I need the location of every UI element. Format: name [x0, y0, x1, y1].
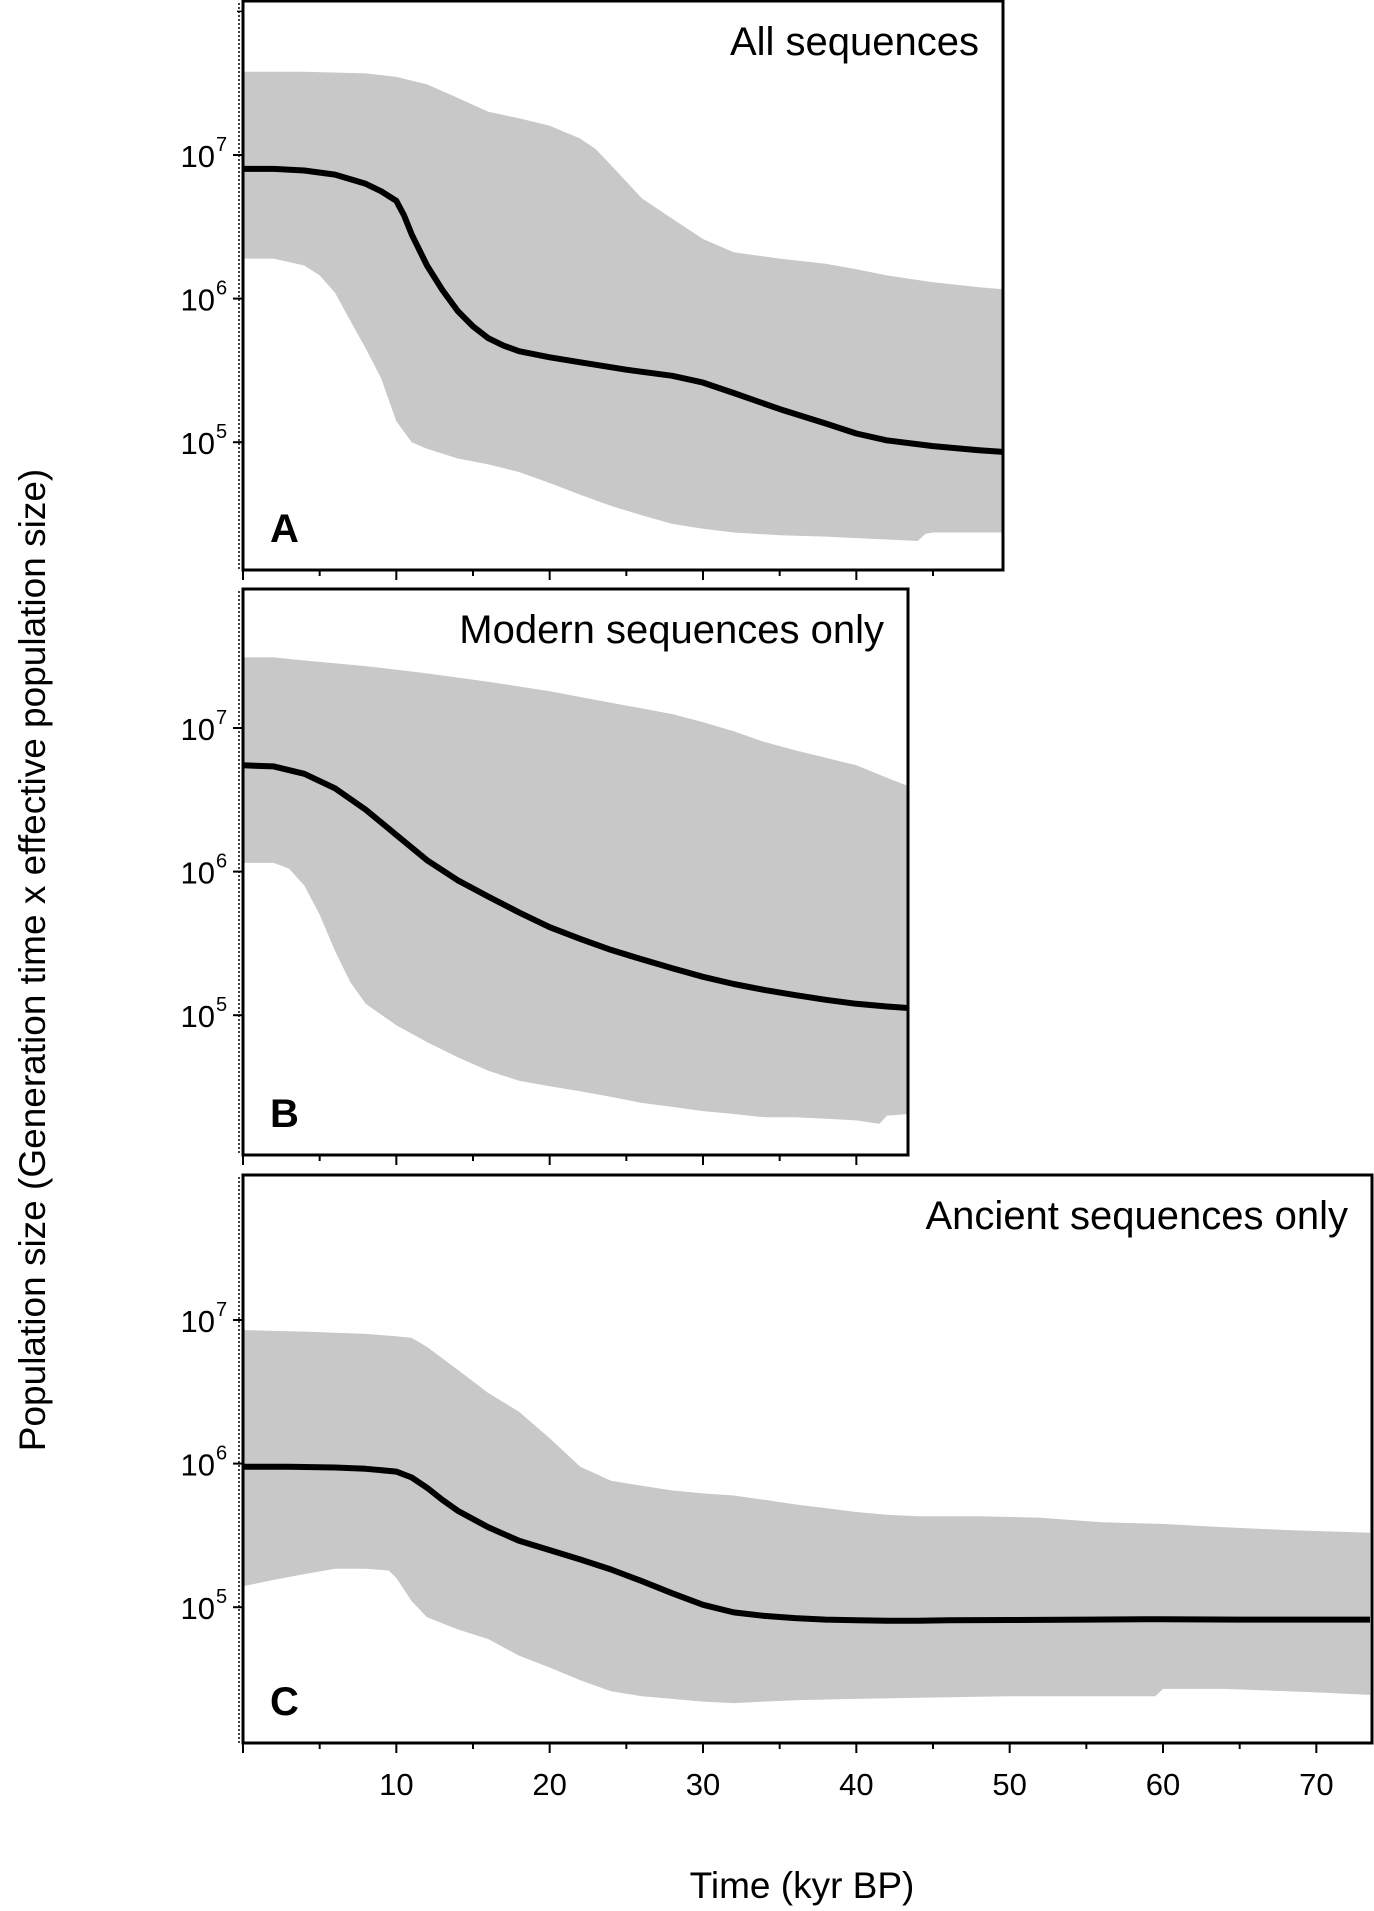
panel-letter: C [270, 1680, 299, 1724]
y-tick-label: 10 [181, 1448, 215, 1483]
y-tick-label: 10 [181, 283, 215, 318]
y-axis-label: Population size (Generation time x effec… [12, 469, 53, 1451]
y-tick-exponent: 6 [216, 1443, 227, 1465]
x-tick-label: 30 [686, 1767, 720, 1802]
y-tick-label: 10 [181, 999, 215, 1034]
median-line [243, 165, 1003, 455]
y-tick-exponent: 5 [216, 1586, 227, 1608]
panel-frame [241, 1173, 1374, 1745]
x-tick-label: 70 [1299, 1767, 1333, 1802]
y-tick-label: 10 [181, 1304, 215, 1339]
y-tick-exponent: 6 [216, 851, 227, 873]
x-tick-label: 40 [839, 1767, 873, 1802]
y-tick-exponent: 7 [216, 1299, 227, 1321]
y-tick-label: 10 [181, 856, 215, 891]
panel-title: All sequences [730, 20, 979, 64]
x-tick-label: 60 [1146, 1767, 1180, 1802]
median-line [243, 1463, 1370, 1624]
y-tick-label: 10 [181, 1591, 215, 1626]
y-tick-exponent: 5 [216, 421, 227, 443]
y-tick-exponent: 7 [216, 134, 227, 156]
plot-area [243, 1330, 1370, 1704]
panel-frame [241, 0, 1005, 572]
x-tick-label: 50 [992, 1767, 1026, 1802]
y-tick-label: 10 [181, 139, 215, 174]
median-line [243, 762, 908, 1011]
confidence-band [243, 657, 908, 1124]
panel-letter: B [270, 1092, 299, 1136]
panel-title: Ancient sequences only [926, 1194, 1349, 1238]
panel-title: Modern sequences only [459, 608, 884, 652]
y-tick-exponent: 5 [216, 994, 227, 1016]
y-tick-exponent: 6 [216, 278, 227, 300]
x-tick-label: 20 [532, 1767, 566, 1802]
y-tick-label: 10 [181, 426, 215, 461]
x-axis-label: Time (kyr BP) [690, 1865, 915, 1906]
confidence-band [243, 1330, 1370, 1704]
confidence-band [243, 71, 1003, 541]
x-tick-label: 10 [379, 1767, 413, 1802]
y-tick-exponent: 7 [216, 707, 227, 729]
plot-area [243, 657, 908, 1124]
plot-area [243, 71, 1003, 541]
y-tick-label: 10 [181, 712, 215, 747]
panel-letter: A [270, 507, 299, 551]
